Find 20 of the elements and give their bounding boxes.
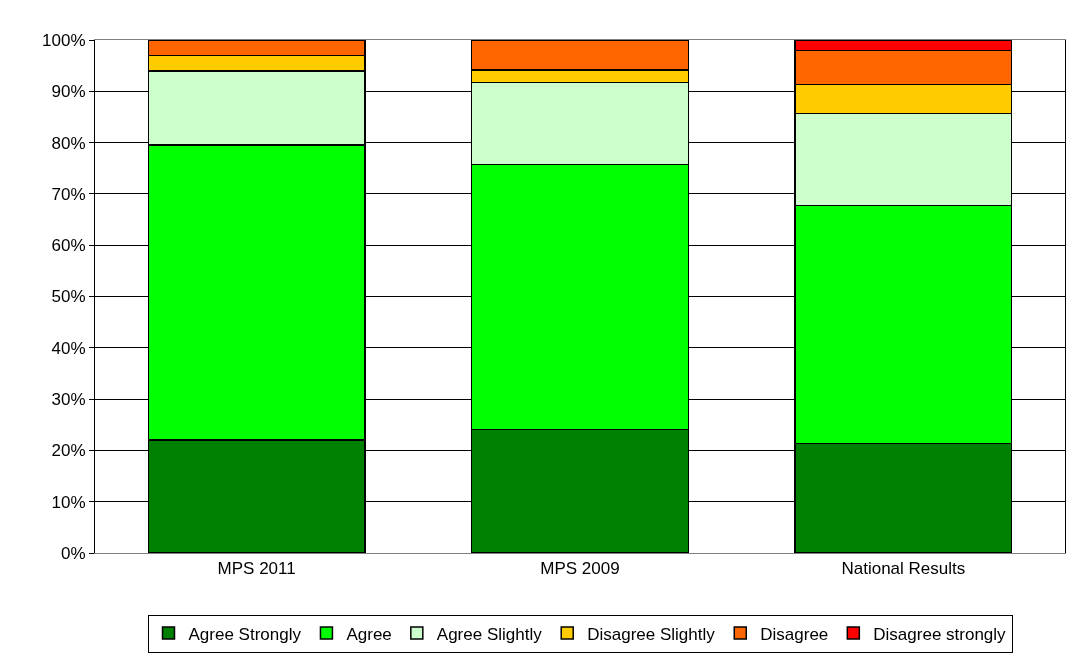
legend-label: Agree Slightly bbox=[436, 624, 543, 644]
y-tick-label: 50% bbox=[51, 287, 86, 307]
y-tick-label: 40% bbox=[51, 338, 86, 358]
legend-label: Disagree strongly bbox=[873, 624, 1007, 644]
y-tick-label: 90% bbox=[51, 82, 86, 102]
x-tick-label: MPS 2009 bbox=[540, 559, 620, 579]
y-tick-label: 80% bbox=[51, 133, 86, 153]
y-tick-label: 20% bbox=[51, 441, 86, 461]
y-tick-label: 30% bbox=[51, 390, 86, 410]
legend-label: Agree bbox=[346, 624, 392, 644]
legend-label: Agree Strongly bbox=[188, 624, 302, 644]
y-tick-label: 100% bbox=[42, 30, 86, 50]
legend-label: Disagree Slightly bbox=[587, 624, 716, 644]
y-tick-label: 0% bbox=[61, 543, 86, 563]
y-tick-label: 10% bbox=[51, 492, 86, 512]
y-tick-label: 60% bbox=[51, 236, 86, 256]
y-tick-label: 70% bbox=[51, 184, 86, 204]
x-tick-label: MPS 2011 bbox=[217, 559, 296, 579]
x-tick-label: National Results bbox=[841, 559, 966, 579]
legend-label: Disagree bbox=[760, 624, 829, 644]
